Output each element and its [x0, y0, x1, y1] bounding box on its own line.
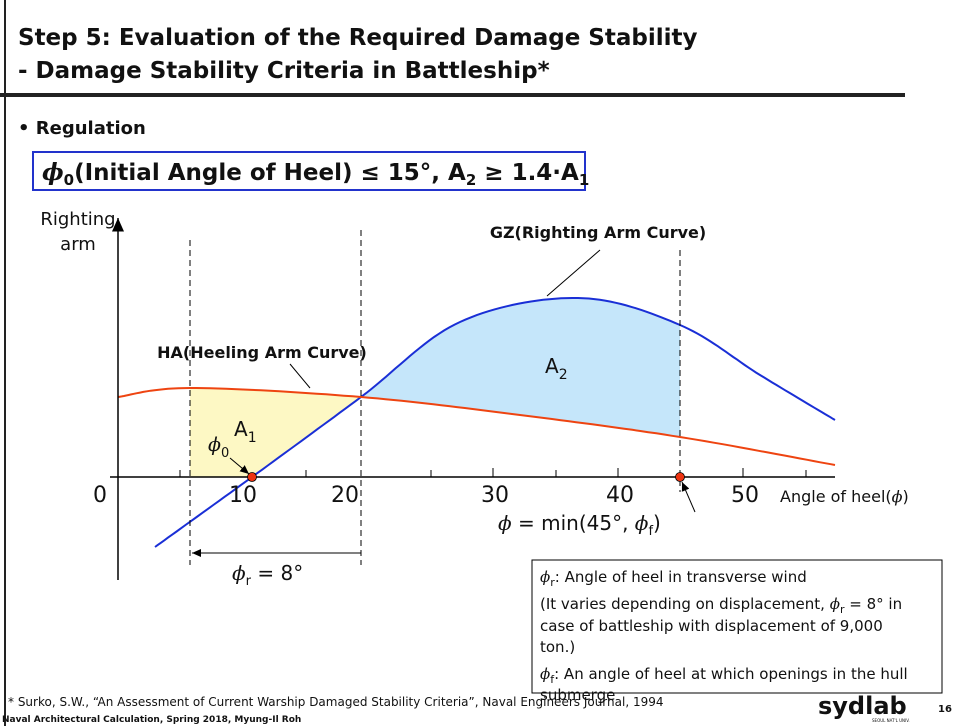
title: Step 5: Evaluation of the Required Damag… [18, 25, 698, 51]
phif-point [675, 472, 685, 482]
phi0-leader [229, 457, 250, 475]
ha-curve [117, 387, 836, 466]
svg-text:10: 10 [229, 483, 257, 508]
gz-label: GZ(Righting Arm Curve) [490, 223, 706, 242]
regulation-box [32, 151, 586, 191]
gz-leader [546, 249, 601, 297]
ha-leader [289, 363, 311, 389]
svg-text:(It varies depending on displa: (It varies depending on displacement, ϕr… [540, 595, 902, 616]
page-number: 16 [938, 704, 952, 715]
svg-text:ton.): ton.) [540, 638, 575, 656]
svg-text:30: 30 [481, 483, 509, 508]
note: ϕr: Angle of heel in transverse wind (It… [540, 568, 908, 704]
svg-text:case of battleship with displa: case of battleship with displacement of … [540, 617, 883, 635]
bullet: • Regulation [18, 118, 146, 139]
logo: sydlab [818, 692, 907, 720]
svg-text:20: 20 [331, 483, 359, 508]
ha-label: HA(Heeling Arm Curve) [157, 343, 367, 362]
y-axis-label: Righting [40, 209, 115, 230]
x-minor-ticks [179, 468, 807, 477]
area-a1: A1 [234, 417, 257, 446]
phi-eq: ϕ = min(45°, ϕf) [498, 511, 661, 539]
dashed-lines [189, 230, 681, 565]
x-tick-labels: 0 10 20 30 40 50 [93, 483, 759, 508]
diagram [117, 297, 836, 548]
gz-curve [154, 297, 836, 548]
note-box [531, 559, 943, 694]
svg-text:ϕf: An angle of heel at which: ϕf: An angle of heel at which openings i… [540, 665, 908, 686]
regulation: ϕ0(Initial Angle of Heel) ≤ 15°, A2 ≥ 1.… [42, 159, 589, 189]
course: Naval Architectural Calculation, Spring … [2, 715, 301, 725]
area-a1-fill [190, 388, 361, 477]
phi0-point [247, 472, 257, 482]
phif-leader [681, 481, 696, 513]
svg-text:ϕr: Angle of heel in transvers: ϕr: Angle of heel in transverse wind [540, 568, 807, 589]
svg-text:50: 50 [731, 483, 759, 508]
area-a2: A2 [545, 354, 568, 383]
svg-text:0: 0 [93, 483, 107, 508]
title: - Damage Stability Criteria in Battleshi… [18, 58, 550, 84]
x-axis-label: Angle of heel(ϕ) [780, 487, 909, 506]
phir-label: ϕr = 8° [232, 561, 303, 589]
y-axis-label: arm [60, 234, 96, 255]
citation: * Surko, S.W., “An Assessment of Current… [8, 695, 664, 709]
area-a2-fill [361, 298, 680, 437]
phi0-label: ϕ0 [208, 434, 229, 461]
svg-text:40: 40 [606, 483, 634, 508]
logo-sub: SEOUL NAT'L UNIV. [872, 718, 910, 723]
svg-text:submerge: submerge [540, 686, 615, 704]
